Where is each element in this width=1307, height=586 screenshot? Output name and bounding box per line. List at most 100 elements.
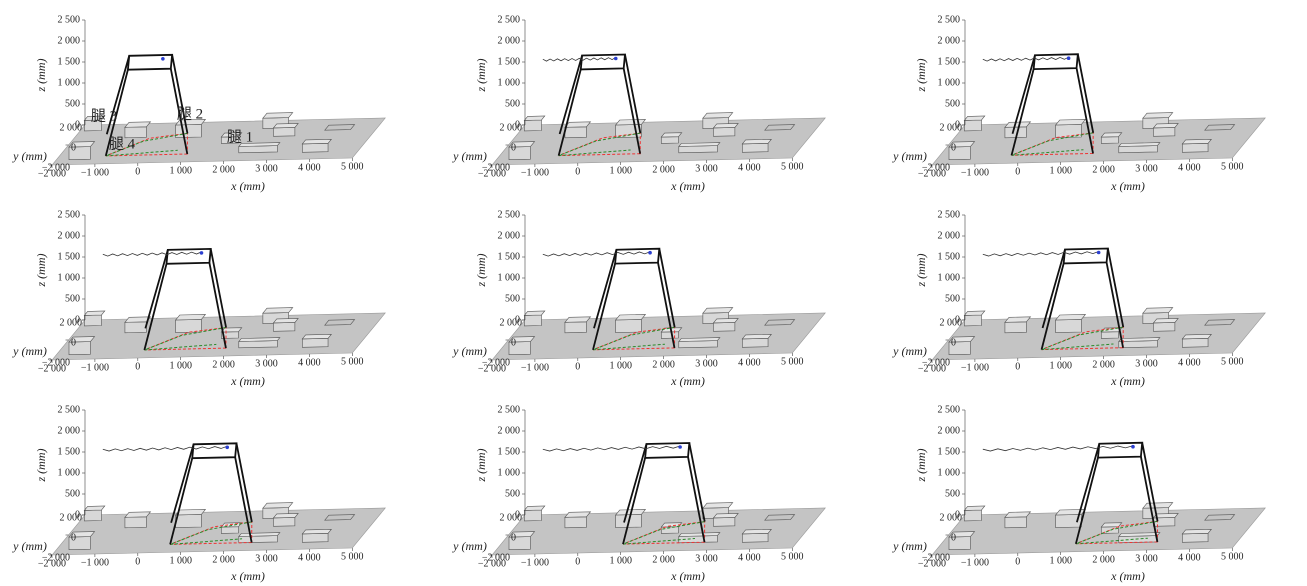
x-tick-label: 3 000 xyxy=(695,163,718,174)
trajectory xyxy=(982,251,1099,257)
z-tick-label: 0 xyxy=(75,119,80,130)
frame-leg xyxy=(592,263,616,351)
obstacle-top xyxy=(301,333,332,340)
x-tick-label: 3 000 xyxy=(255,163,278,174)
obstacle-top xyxy=(614,119,647,126)
obstacle-front xyxy=(564,516,587,529)
x-tick-label: 1 000 xyxy=(609,555,632,566)
x-axis-label: x (mm) xyxy=(230,374,265,388)
obstacle-front xyxy=(1004,321,1027,334)
x-tick-label: 4 000 xyxy=(738,162,761,173)
z-tick-label: 2 000 xyxy=(938,425,961,436)
obstacle-front xyxy=(524,314,542,327)
x-axis-label: x (mm) xyxy=(230,179,265,193)
obstacle-top xyxy=(220,132,243,138)
obstacle-top xyxy=(1204,514,1236,521)
x-tick-label: −2 000 xyxy=(918,168,946,179)
obstacle-top xyxy=(174,509,207,516)
obstacle-top xyxy=(324,319,356,326)
obstacle-top xyxy=(1100,132,1123,138)
x-axis-label: x (mm) xyxy=(670,179,705,193)
obstacle-top xyxy=(1181,333,1212,340)
frame-leg xyxy=(688,442,706,522)
trajectory xyxy=(102,251,202,257)
obstacle-top xyxy=(68,141,96,148)
body-center xyxy=(1131,444,1135,449)
obstacle-top xyxy=(262,502,294,509)
obstacle-top xyxy=(238,532,281,537)
body-center xyxy=(225,445,230,450)
x-tick-label: 2 000 xyxy=(652,164,675,175)
obstacle-top xyxy=(963,310,986,316)
support-green xyxy=(169,521,252,545)
y-tick-label: −2 000 xyxy=(482,162,510,173)
obstacle-front xyxy=(302,532,329,543)
trajectory xyxy=(982,56,1069,62)
body-center xyxy=(1096,250,1101,255)
trajectory xyxy=(982,445,1134,452)
obstacle-top xyxy=(712,513,739,519)
panel: 0 500 1 000 1 500 2 000 2 500 −2 000 −1 000 0 1 0… xyxy=(452,404,826,583)
x-tick-label: 5 000 xyxy=(341,161,364,172)
obstacle-front xyxy=(1182,337,1209,348)
z-tick-label: 0 xyxy=(515,509,520,520)
z-tick-label: 0 xyxy=(75,314,80,325)
x-tick-label: −2 000 xyxy=(478,363,506,374)
obstacle-top xyxy=(564,316,592,323)
x-tick-label: 2 000 xyxy=(652,554,675,565)
z-tick-label: 1 000 xyxy=(498,77,521,88)
obstacle-front xyxy=(1100,136,1119,144)
obstacle-front xyxy=(273,127,296,137)
frame-leg xyxy=(208,262,227,349)
y-tick-label: 0 xyxy=(951,532,956,543)
x-tick-label: 2 000 xyxy=(652,359,675,370)
z-tick-label: 1 000 xyxy=(938,272,961,283)
x-tick-label: 2 000 xyxy=(1092,164,1115,175)
frame-top xyxy=(614,247,661,265)
obstacle-top xyxy=(1142,112,1174,119)
z-tick-label: 1 000 xyxy=(498,272,521,283)
obstacle-top xyxy=(238,337,281,342)
x-tick-label: 0 xyxy=(135,361,140,372)
y-tick-label: 2 000 xyxy=(500,317,523,328)
x-tick-label: −2 000 xyxy=(918,363,946,374)
z-tick-label: 0 xyxy=(515,119,520,130)
body-center xyxy=(678,445,682,449)
obstacle-top xyxy=(1004,121,1032,128)
obstacle-front xyxy=(175,514,202,528)
y-tick-label: −2 000 xyxy=(42,162,70,173)
x-tick-label: 5 000 xyxy=(781,161,804,172)
support-green xyxy=(1041,326,1124,351)
obstacle-top xyxy=(741,528,772,535)
z-tick-label: 1 000 xyxy=(58,467,81,478)
frame-leg xyxy=(623,443,648,523)
z-tick-label: 500 xyxy=(505,293,520,304)
z-tick-label: 2 500 xyxy=(58,209,81,220)
obstacle-top xyxy=(702,307,734,314)
trajectory xyxy=(542,57,616,62)
obstacle-top xyxy=(83,310,106,316)
y-axis-label: y (mm) xyxy=(452,539,487,553)
obstacle-front xyxy=(678,145,718,154)
z-axis-label: z (mm) xyxy=(474,254,488,288)
x-tick-label: 4 000 xyxy=(1178,552,1201,563)
x-tick-label: 2 000 xyxy=(212,164,235,175)
z-tick-label: 2 500 xyxy=(58,14,81,25)
obstacle-top xyxy=(712,318,739,324)
z-tick-label: 500 xyxy=(65,488,80,499)
z-tick-label: 2 000 xyxy=(58,35,81,46)
frame-leg xyxy=(1075,457,1099,545)
obstacle-top xyxy=(1004,316,1032,323)
x-tick-label: 5 000 xyxy=(781,356,804,367)
obstacle-top xyxy=(1004,511,1032,518)
z-axis-label: z (mm) xyxy=(914,449,928,483)
obstacle-front xyxy=(564,126,587,139)
obstacle-top xyxy=(238,142,281,147)
x-tick-label: 2 000 xyxy=(1092,554,1115,565)
y-axis-label: y (mm) xyxy=(892,344,927,358)
obstacle-front xyxy=(238,535,278,544)
leg-label: 腿 1 xyxy=(227,129,253,145)
y-tick-label: 2 000 xyxy=(500,122,523,133)
y-tick-label: −2 000 xyxy=(42,552,70,563)
